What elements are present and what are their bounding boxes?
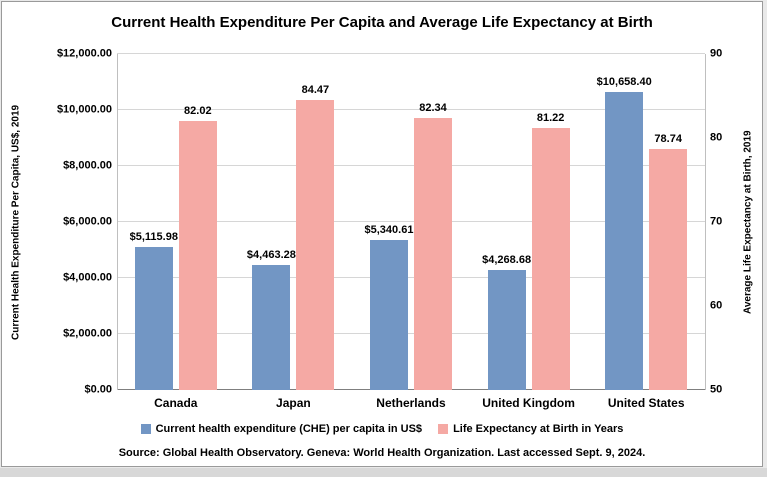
che-bar <box>134 246 173 390</box>
bar-column: 81.22 <box>531 54 570 390</box>
legend-swatch-icon <box>140 424 151 434</box>
plot-left-border <box>117 54 118 390</box>
category-axis: Canada Japan Netherlands United Kingdom Unit… <box>117 396 705 410</box>
gridline <box>117 333 705 334</box>
che-bar <box>487 270 526 390</box>
right-axis-tick-label: 90 <box>710 47 723 60</box>
source-note: Source: Global Health Observatory. Genev… <box>118 447 646 459</box>
category-label: Japan <box>276 396 311 410</box>
bar-value-label: 81.22 <box>536 111 565 124</box>
chart-title: Current Health Expenditure Per Capita an… <box>111 14 653 31</box>
right-axis-tick-label: 50 <box>710 383 723 396</box>
left-axis-tick-label: $4,000.00 <box>63 271 112 284</box>
che-bar <box>605 91 644 390</box>
legend-swatch-icon <box>438 424 449 434</box>
right-axis-tick-label: 80 <box>710 131 723 144</box>
category-label: Canada <box>154 396 198 410</box>
gridline <box>117 165 705 166</box>
life-expectancy-bar <box>178 121 217 390</box>
che-bar <box>252 265 291 390</box>
bar-column: $5,115.98 <box>130 54 178 390</box>
bar-value-label: 82.34 <box>419 102 447 115</box>
bar-column: 82.34 <box>413 54 452 390</box>
legend-item: Current health expenditure (CHE) per cap… <box>140 423 423 435</box>
left-axis-tick-label: $0.00 <box>84 383 112 396</box>
bar-group: $5,340.61 82.34 <box>352 54 470 390</box>
right-axis-title: Average Life Expectancy at Birth, 2019 <box>742 130 754 314</box>
bar-group: $4,268.68 81.22 <box>470 54 588 390</box>
bar-value-label: $4,463.28 <box>246 249 296 262</box>
bar-column: $5,340.61 <box>365 54 413 390</box>
gridline <box>117 221 705 222</box>
gridline <box>117 53 705 54</box>
x-axis-line <box>117 389 705 390</box>
bar-column: 84.47 <box>296 54 335 390</box>
right-axis-tick-label: 70 <box>710 215 723 228</box>
life-expectancy-bar <box>296 100 335 390</box>
bar-group: $4,463.28 84.47 <box>235 54 353 390</box>
legend-label: Current health expenditure (CHE) per cap… <box>155 423 423 435</box>
legend-item: Life Expectancy at Birth in Years <box>438 423 623 435</box>
left-axis-tick-label: $2,000.00 <box>63 327 112 340</box>
life-expectancy-bar <box>413 118 452 390</box>
left-axis-tick-label: $12,000.00 <box>56 47 112 60</box>
category-label: United States <box>607 396 685 410</box>
bar-column: $4,268.68 <box>482 54 531 390</box>
right-axis-tick-label: 60 <box>710 299 723 312</box>
gridline <box>117 277 705 278</box>
left-axis-tick-label: $10,000.00 <box>56 103 112 116</box>
left-axis-tick-label: $6,000.00 <box>63 215 112 228</box>
bar-column: 82.02 <box>178 54 217 390</box>
gridline <box>117 109 705 110</box>
chart-frame: Current Health Expenditure Per Capita an… <box>1 1 763 467</box>
window-bottom-edge <box>0 468 767 477</box>
bar-value-label: $5,340.61 <box>364 224 414 237</box>
bar-group: $5,115.98 82.02 <box>117 54 235 390</box>
left-axis-tick-label: $8,000.00 <box>63 159 112 172</box>
category-label: United Kingdom <box>482 396 575 410</box>
plot-right-border <box>705 54 706 390</box>
legend: Current health expenditure (CHE) per cap… <box>2 423 762 435</box>
bar-value-label: 84.47 <box>301 84 330 97</box>
legend-label: Life Expectancy at Birth in Years <box>453 423 624 435</box>
bar-group: $10,658.40 78.74 <box>587 54 705 390</box>
bar-value-label: 78.74 <box>654 132 682 145</box>
bar-value-label: 82.02 <box>184 105 212 118</box>
bar-column: 78.74 <box>649 54 688 390</box>
category-label: Netherlands <box>376 396 446 410</box>
life-expectancy-bar <box>531 127 570 390</box>
bar-value-label: $10,658.40 <box>596 75 652 88</box>
bar-column: $4,463.28 <box>247 54 296 390</box>
right-axis-ticks: 90 80 70 60 50 <box>710 48 740 395</box>
bar-value-label: $5,115.98 <box>129 230 178 243</box>
plot-area: $5,115.98 82.02 $4,463.28 84.47 $5,340.61 82.… <box>117 53 706 390</box>
left-axis-title: Current Health Expenditure Per Capita, U… <box>10 104 22 340</box>
life-expectancy-bar <box>649 148 688 390</box>
left-axis-ticks: $12,000.00 $10,000.00 $8,000.00 $6,000.00 $4… <box>32 48 112 395</box>
che-bar <box>369 240 408 390</box>
bar-column: $10,658.40 <box>597 54 652 390</box>
bar-value-label: $4,268.68 <box>482 254 532 267</box>
